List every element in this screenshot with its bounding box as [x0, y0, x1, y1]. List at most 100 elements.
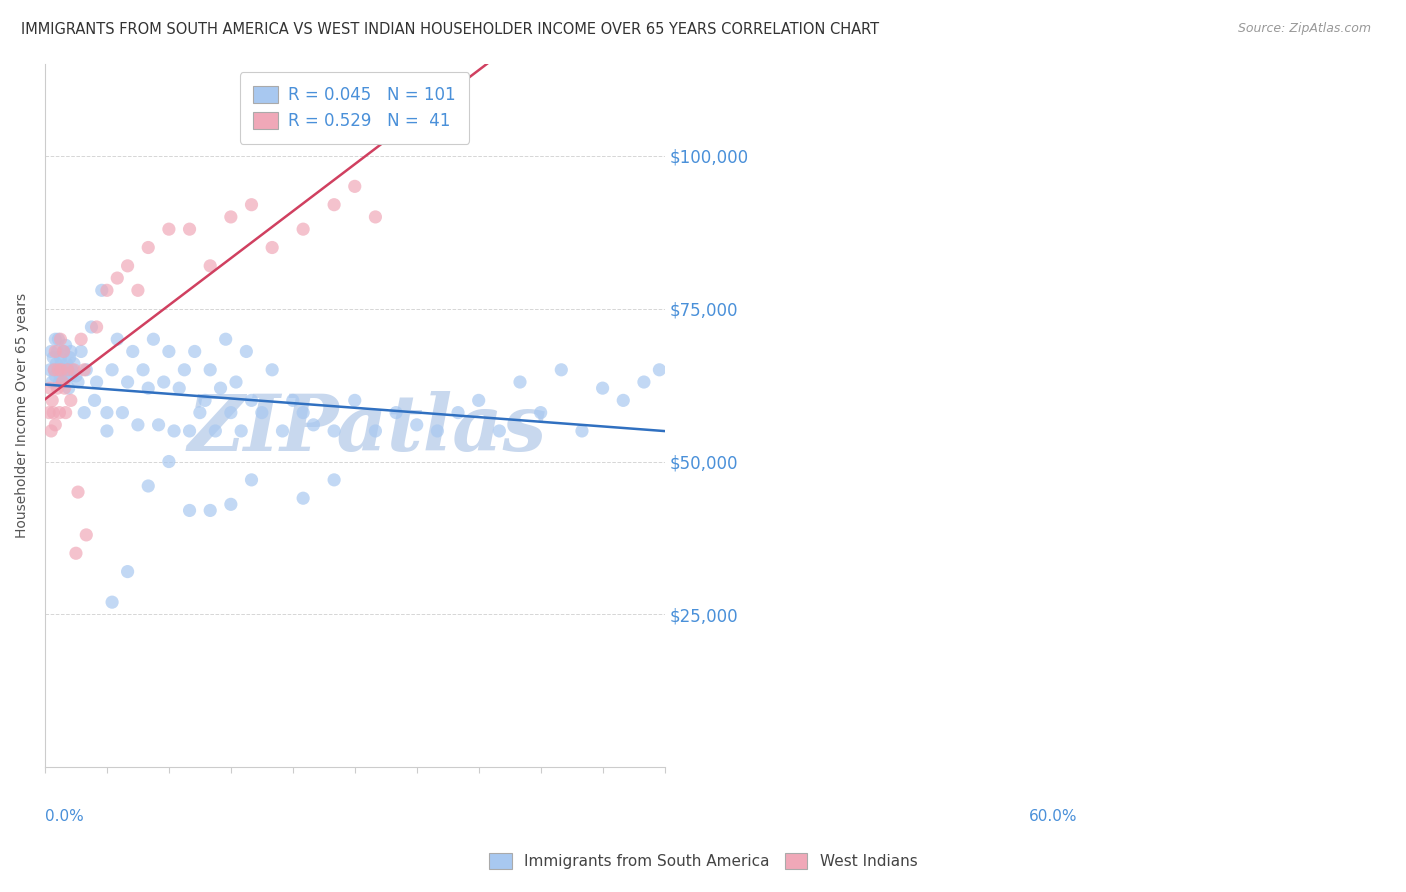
- Text: 60.0%: 60.0%: [1029, 809, 1077, 824]
- Point: [633, 375, 655, 389]
- Point: [225, 375, 247, 389]
- Point: [426, 424, 449, 438]
- Point: [117, 375, 139, 389]
- Text: 0.0%: 0.0%: [45, 809, 84, 824]
- Point: [44, 417, 66, 432]
- Point: [41, 393, 63, 408]
- Point: [56, 363, 79, 377]
- Point: [157, 344, 180, 359]
- Point: [271, 424, 294, 438]
- Point: [127, 417, 149, 432]
- Point: [323, 424, 346, 438]
- Point: [209, 381, 232, 395]
- Point: [46, 344, 69, 359]
- Point: [65, 368, 87, 383]
- Point: [41, 375, 63, 389]
- Point: [52, 375, 75, 389]
- Point: [405, 417, 427, 432]
- Point: [45, 357, 67, 371]
- Point: [281, 393, 304, 408]
- Point: [240, 393, 263, 408]
- Point: [75, 528, 97, 542]
- Point: [49, 351, 72, 365]
- Point: [51, 357, 73, 371]
- Point: [385, 406, 408, 420]
- Point: [48, 406, 70, 420]
- Point: [157, 222, 180, 236]
- Point: [179, 222, 201, 236]
- Point: [70, 332, 93, 346]
- Point: [204, 424, 226, 438]
- Point: [44, 368, 66, 383]
- Point: [56, 363, 79, 377]
- Point: [163, 424, 186, 438]
- Point: [39, 344, 62, 359]
- Point: [173, 363, 195, 377]
- Point: [509, 375, 531, 389]
- Point: [46, 381, 69, 395]
- Point: [53, 381, 76, 395]
- Point: [132, 363, 155, 377]
- Point: [157, 454, 180, 468]
- Point: [571, 424, 593, 438]
- Point: [44, 363, 66, 377]
- Point: [117, 565, 139, 579]
- Point: [142, 332, 165, 346]
- Point: [70, 344, 93, 359]
- Point: [200, 503, 222, 517]
- Point: [292, 491, 315, 506]
- Point: [51, 375, 73, 389]
- Point: [51, 363, 73, 377]
- Point: [179, 424, 201, 438]
- Point: [63, 357, 86, 371]
- Point: [117, 259, 139, 273]
- Point: [152, 375, 174, 389]
- Point: [262, 363, 284, 377]
- Point: [39, 424, 62, 438]
- Point: [262, 240, 284, 254]
- Point: [105, 271, 128, 285]
- Point: [612, 393, 634, 408]
- Point: [55, 406, 77, 420]
- Point: [648, 363, 671, 377]
- Text: Source: ZipAtlas.com: Source: ZipAtlas.com: [1237, 22, 1371, 36]
- Point: [101, 363, 124, 377]
- Point: [48, 375, 70, 389]
- Point: [136, 240, 159, 254]
- Point: [200, 363, 222, 377]
- Point: [96, 424, 118, 438]
- Point: [194, 393, 217, 408]
- Text: ZIPatlas: ZIPatlas: [187, 392, 547, 468]
- Point: [55, 357, 77, 371]
- Point: [343, 393, 366, 408]
- Point: [530, 406, 553, 420]
- Point: [179, 503, 201, 517]
- Text: IMMIGRANTS FROM SOUTH AMERICA VS WEST INDIAN HOUSEHOLDER INCOME OVER 65 YEARS CO: IMMIGRANTS FROM SOUTH AMERICA VS WEST IN…: [21, 22, 879, 37]
- Point: [66, 485, 89, 500]
- Point: [467, 393, 489, 408]
- Point: [364, 424, 387, 438]
- Legend: Immigrants from South America, West Indians: Immigrants from South America, West Indi…: [482, 847, 924, 875]
- Point: [59, 344, 82, 359]
- Point: [111, 406, 134, 420]
- Point: [86, 320, 108, 334]
- Point: [167, 381, 190, 395]
- Point: [148, 417, 170, 432]
- Point: [90, 283, 112, 297]
- Point: [48, 332, 70, 346]
- Point: [343, 179, 366, 194]
- Point: [447, 406, 470, 420]
- Point: [48, 363, 70, 377]
- Point: [323, 197, 346, 211]
- Point: [42, 351, 65, 365]
- Point: [48, 363, 70, 377]
- Point: [127, 283, 149, 297]
- Point: [73, 406, 96, 420]
- Point: [219, 406, 242, 420]
- Point: [188, 406, 211, 420]
- Point: [60, 363, 83, 377]
- Point: [75, 363, 97, 377]
- Point: [240, 473, 263, 487]
- Point: [240, 197, 263, 211]
- Point: [219, 497, 242, 511]
